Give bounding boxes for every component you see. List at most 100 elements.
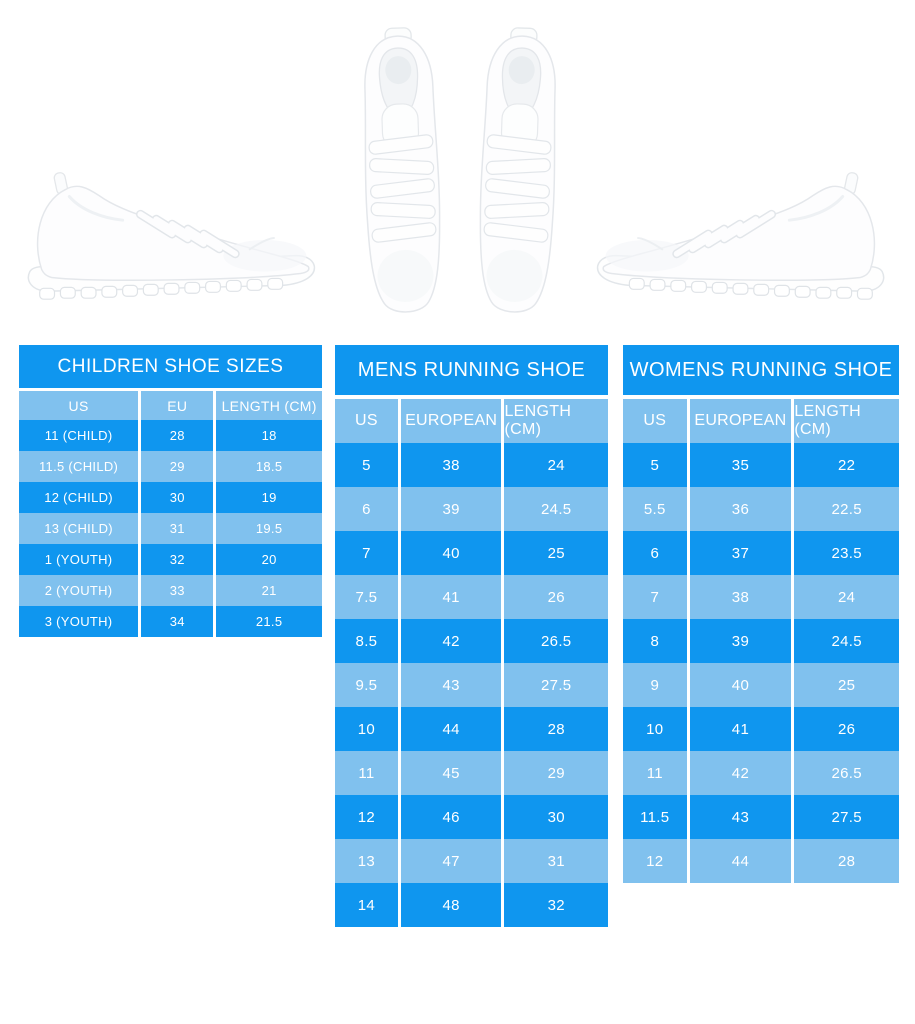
table-cell: 24.5 [794, 619, 899, 663]
table-cell: 33 [141, 575, 214, 606]
table-cell: 21 [216, 575, 322, 606]
mens-size-table: MENS RUNNING SHOE US EUROPEAN LENGTH (CM) … [335, 345, 608, 927]
table-cell: 40 [689, 663, 792, 707]
table-body: 11 (CHILD) 28 18 11.5 (CHILD) 29 18.5 12 (CHIL… [19, 420, 322, 637]
table-body: 5 38 24 6 39 24.5 7 40 25 7.5 41 26 8.5 42 26.5 9.5 43 27… [335, 443, 608, 927]
table-cell: 14 [335, 883, 398, 927]
table-cell: 19.5 [216, 513, 322, 544]
table-title: WOMENS RUNNING SHOE [623, 345, 899, 395]
table-cell: 7 [623, 575, 687, 619]
table-cell: 27.5 [504, 663, 608, 707]
table-cell: 39 [689, 619, 792, 663]
table-cell: 43 [689, 795, 792, 839]
table-cell: 30 [141, 482, 214, 513]
sneaker-pair-top-view-icon [364, 27, 556, 313]
table-cell: 20 [216, 544, 322, 575]
table-header-row: US EUROPEAN LENGTH (CM) [335, 399, 608, 443]
table-cell: 26.5 [504, 619, 608, 663]
table-cell: 39 [400, 487, 502, 531]
table-cell: 24 [794, 575, 899, 619]
children-size-table: CHILDREN SHOE SIZES US EU LENGTH (CM) 11 (… [19, 345, 322, 637]
table-cell: 28 [794, 839, 899, 883]
table-cell: 22.5 [794, 487, 899, 531]
table-cell: 11 (CHILD) [19, 420, 139, 451]
table-cell: 31 [504, 839, 608, 883]
column-header: EUROPEAN [400, 399, 502, 443]
table-cell: 5 [623, 443, 687, 487]
table-cell: 9.5 [335, 663, 398, 707]
table-cell: 30 [504, 795, 608, 839]
table-cell: 48 [400, 883, 502, 927]
table-cell: 44 [689, 839, 792, 883]
table-cell: 10 [335, 707, 398, 751]
column-header: LENGTH (CM) [504, 399, 608, 443]
table-cell: 42 [400, 619, 502, 663]
table-cell: 46 [400, 795, 502, 839]
table-cell: 41 [400, 575, 502, 619]
sneaker-side-view-icon [27, 172, 316, 300]
womens-size-table: WOMENS RUNNING SHOE US EUROPEAN LENGTH (CM… [623, 345, 899, 883]
table-cell: 11 [335, 751, 398, 795]
table-cell: 13 [335, 839, 398, 883]
table-cell: 19 [216, 482, 322, 513]
table-cell: 21.5 [216, 606, 322, 637]
table-cell: 2 (YOUTH) [19, 575, 139, 606]
table-cell: 40 [400, 531, 502, 575]
table-cell: 28 [141, 420, 214, 451]
column-header: LENGTH (CM) [794, 399, 899, 443]
table-cell: 47 [400, 839, 502, 883]
column-header: US [623, 399, 687, 443]
table-title: MENS RUNNING SHOE [335, 345, 608, 395]
table-cell: 45 [400, 751, 502, 795]
table-cell: 5 [335, 443, 398, 487]
table-cell: 26 [504, 575, 608, 619]
table-cell: 23.5 [794, 531, 899, 575]
column-header: LENGTH (CM) [216, 391, 322, 420]
table-cell: 31 [141, 513, 214, 544]
table-cell: 7.5 [335, 575, 398, 619]
table-cell: 9 [623, 663, 687, 707]
table-cell: 3 (YOUTH) [19, 606, 139, 637]
table-cell: 10 [623, 707, 687, 751]
table-cell: 24.5 [504, 487, 608, 531]
table-cell: 29 [504, 751, 608, 795]
table-cell: 8 [623, 619, 687, 663]
table-cell: 18 [216, 420, 322, 451]
table-cell: 32 [141, 544, 214, 575]
table-cell: 6 [623, 531, 687, 575]
column-header: US [19, 391, 139, 420]
table-cell: 11.5 (CHILD) [19, 451, 139, 482]
table-cell: 6 [335, 487, 398, 531]
table-cell: 27.5 [794, 795, 899, 839]
table-body: 5 35 22 5.5 36 22.5 6 37 23.5 7 38 24 8 39 24.5 9 40 25 10… [623, 443, 899, 883]
table-cell: 12 (CHILD) [19, 482, 139, 513]
table-cell: 7 [335, 531, 398, 575]
table-cell: 26 [794, 707, 899, 751]
table-cell: 41 [689, 707, 792, 751]
table-cell: 43 [400, 663, 502, 707]
table-cell: 12 [335, 795, 398, 839]
table-cell: 1 (YOUTH) [19, 544, 139, 575]
table-cell: 28 [504, 707, 608, 751]
table-title: CHILDREN SHOE SIZES [19, 345, 322, 388]
table-cell: 8.5 [335, 619, 398, 663]
table-cell: 11 [623, 751, 687, 795]
table-cell: 11.5 [623, 795, 687, 839]
table-cell: 32 [504, 883, 608, 927]
column-header: US [335, 399, 398, 443]
table-cell: 36 [689, 487, 792, 531]
table-cell: 37 [689, 531, 792, 575]
table-cell: 44 [400, 707, 502, 751]
table-cell: 34 [141, 606, 214, 637]
column-header: EU [141, 391, 214, 420]
table-cell: 18.5 [216, 451, 322, 482]
sneaker-side-view-mirrored-icon [596, 172, 885, 300]
table-cell: 5.5 [623, 487, 687, 531]
table-cell: 42 [689, 751, 792, 795]
table-header-row: US EU LENGTH (CM) [19, 391, 322, 420]
table-cell: 38 [689, 575, 792, 619]
table-cell: 26.5 [794, 751, 899, 795]
table-cell: 25 [504, 531, 608, 575]
table-cell: 25 [794, 663, 899, 707]
table-cell: 12 [623, 839, 687, 883]
